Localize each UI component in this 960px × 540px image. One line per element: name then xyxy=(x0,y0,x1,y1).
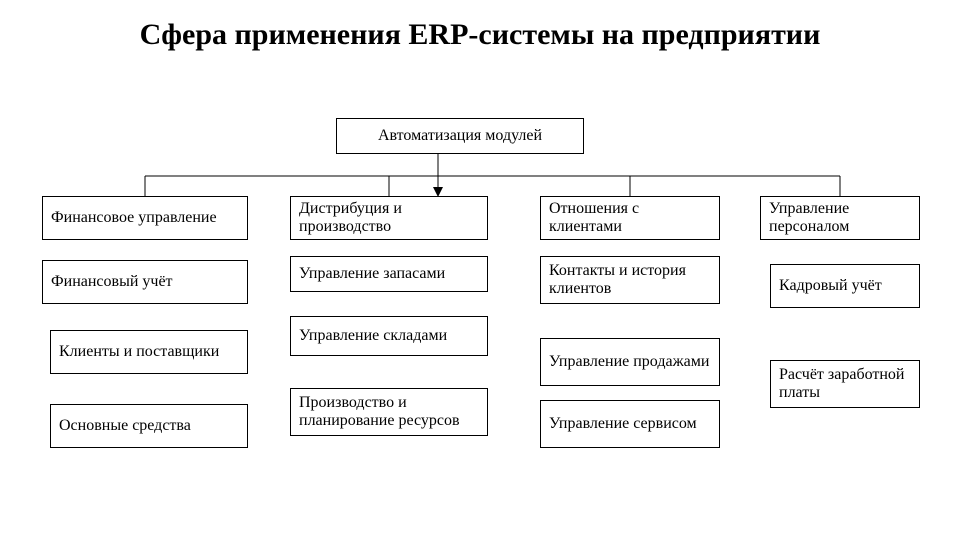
col-2-item-0: Контакты и история клиентов xyxy=(540,256,720,304)
col-1-item-1: Управление складами xyxy=(290,316,488,356)
col-3-item-0: Кадровый учёт xyxy=(770,264,920,308)
col-0-item-1: Клиенты и поставщики xyxy=(50,330,248,374)
col-0-item-2-label: Основные средства xyxy=(59,417,191,435)
col-0-item-1-label: Клиенты и поставщики xyxy=(59,343,219,361)
col-0-item-2: Основные средства xyxy=(50,404,248,448)
col-2-item-0-label: Контакты и история клиентов xyxy=(549,262,711,299)
col-1-item-2: Производство и планирование ресурсов xyxy=(290,388,488,436)
root-box: Автоматизация модулей xyxy=(336,118,584,154)
col-3-item-1-label: Расчёт заработной платы xyxy=(779,366,911,403)
col-2-head-label: Отношения с клиентами xyxy=(549,200,711,237)
col-3-head-label: Управление персоналом xyxy=(769,200,911,237)
col-3-head: Управление персоналом xyxy=(760,196,920,240)
col-1-head-label: Дистрибуция и производство xyxy=(299,200,479,237)
col-2-item-1-label: Управление продажами xyxy=(549,353,709,371)
col-1-item-0: Управление запасами xyxy=(290,256,488,292)
col-0-item-0-label: Финансовый учёт xyxy=(51,273,173,291)
slide: Сфера применения ERP-системы на предприя… xyxy=(0,0,960,540)
col-1-head: Дистрибуция и производство xyxy=(290,196,488,240)
col-1-item-1-label: Управление складами xyxy=(299,327,447,345)
col-0-head-label: Финансовое управление xyxy=(51,209,217,227)
col-2-head: Отношения с клиентами xyxy=(540,196,720,240)
col-3-item-1: Расчёт заработной платы xyxy=(770,360,920,408)
col-0-head: Финансовое управление xyxy=(42,196,248,240)
col-2-item-2: Управление сервисом xyxy=(540,400,720,448)
col-2-item-2-label: Управление сервисом xyxy=(549,415,697,433)
root-box-label: Автоматизация модулей xyxy=(378,127,542,145)
col-0-item-0: Финансовый учёт xyxy=(42,260,248,304)
col-1-item-2-label: Производство и планирование ресурсов xyxy=(299,394,479,431)
col-3-item-0-label: Кадровый учёт xyxy=(779,277,882,295)
col-2-item-1: Управление продажами xyxy=(540,338,720,386)
col-1-item-0-label: Управление запасами xyxy=(299,265,445,283)
slide-title: Сфера применения ERP-системы на предприя… xyxy=(0,18,960,52)
